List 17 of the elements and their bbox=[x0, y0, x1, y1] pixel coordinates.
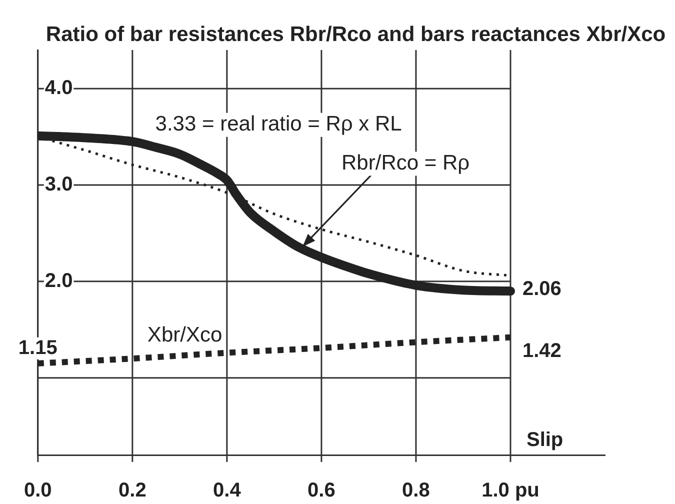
y-tick-label: 4.0 bbox=[44, 77, 73, 100]
x-tick-label: 0.8 bbox=[402, 480, 430, 502]
data-label: 1.15 bbox=[18, 336, 58, 359]
x-axis-title: Slip bbox=[526, 429, 564, 451]
x-tick-label: 0.4 bbox=[213, 480, 242, 502]
x-tick-label: 0.2 bbox=[118, 480, 146, 502]
annotation: Xbr/Xco bbox=[147, 323, 222, 346]
chart-title: Ratio of bar resistances Rbr/Rco and bars reactances Xbr/Xco bbox=[46, 23, 666, 46]
x-tick-label: 0.0 bbox=[24, 480, 52, 502]
y-tick-label: 3.0 bbox=[44, 174, 73, 196]
annotation: Rbr/Rco = Rρ bbox=[342, 152, 470, 175]
x-tick-label: 1.0 pu bbox=[482, 480, 540, 502]
annotation: 3.33 = real ratio = Rρ x RL bbox=[155, 112, 402, 136]
data-label: 2.06 bbox=[522, 278, 562, 300]
x-tick-label: 0.6 bbox=[308, 480, 336, 502]
y-tick-label: 2.0 bbox=[44, 270, 73, 292]
data-label: 1.42 bbox=[522, 340, 562, 362]
